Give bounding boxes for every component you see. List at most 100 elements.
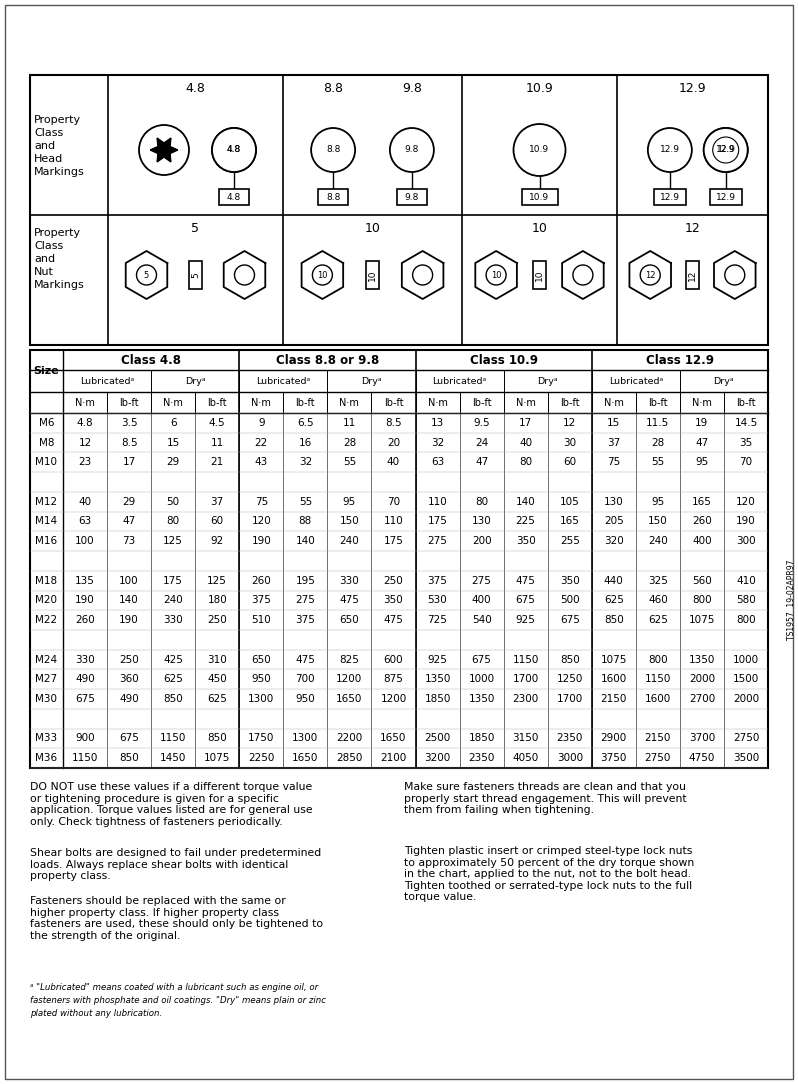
Text: 625: 625 (164, 674, 183, 684)
Text: 150: 150 (339, 516, 359, 527)
Text: 6.5: 6.5 (297, 417, 314, 428)
Text: M36: M36 (35, 753, 57, 763)
Text: 43: 43 (255, 457, 268, 467)
Text: 2750: 2750 (733, 734, 759, 744)
Text: 21: 21 (211, 457, 224, 467)
Text: 475: 475 (384, 615, 404, 625)
Text: 10.9: 10.9 (529, 193, 550, 202)
Text: 8.5: 8.5 (120, 438, 137, 448)
Text: 125: 125 (164, 537, 183, 546)
Text: DO NOT use these values if a different torque value
or tightening procedure is g: DO NOT use these values if a different t… (30, 782, 313, 827)
Text: N·m: N·m (339, 398, 359, 408)
Text: 95: 95 (651, 496, 665, 506)
Text: 47: 47 (695, 438, 709, 448)
Text: 190: 190 (736, 516, 756, 527)
Text: 1075: 1075 (601, 655, 627, 664)
Text: 800: 800 (692, 595, 712, 605)
Text: 4.8: 4.8 (77, 417, 93, 428)
Text: 9.8: 9.8 (405, 193, 419, 202)
Text: 4050: 4050 (512, 753, 539, 763)
Text: M22: M22 (35, 615, 57, 625)
Text: 2900: 2900 (601, 734, 627, 744)
Text: 850: 850 (604, 615, 624, 625)
Text: 675: 675 (472, 655, 492, 664)
Text: 400: 400 (692, 537, 712, 546)
Text: M10: M10 (35, 457, 57, 467)
Bar (219, 189, 249, 205)
Text: 1075: 1075 (204, 753, 231, 763)
Text: 88: 88 (298, 516, 312, 527)
Text: and: and (34, 141, 55, 151)
Text: 70: 70 (740, 457, 753, 467)
Text: 73: 73 (122, 537, 136, 546)
Text: 8.8: 8.8 (326, 145, 340, 155)
Text: 12.9: 12.9 (660, 193, 680, 202)
Text: 1300: 1300 (248, 694, 275, 704)
Text: 2350: 2350 (468, 753, 495, 763)
Text: 165: 165 (559, 516, 579, 527)
Text: 16: 16 (298, 438, 312, 448)
Bar (522, 189, 558, 205)
Text: 32: 32 (431, 438, 444, 448)
Text: 2000: 2000 (689, 674, 715, 684)
Text: 330: 330 (339, 576, 359, 585)
Text: 140: 140 (516, 496, 535, 506)
Text: 3.5: 3.5 (120, 417, 137, 428)
Text: 275: 275 (428, 537, 448, 546)
Text: 37: 37 (607, 438, 620, 448)
Text: 1200: 1200 (381, 694, 407, 704)
Text: Tighten plastic insert or crimped steel-type lock nuts
to approximately 50 perce: Tighten plastic insert or crimped steel-… (404, 846, 694, 902)
Text: 3000: 3000 (557, 753, 583, 763)
Text: 105: 105 (560, 496, 579, 506)
Text: 225: 225 (516, 516, 535, 527)
Text: 450: 450 (207, 674, 227, 684)
Text: 130: 130 (472, 516, 492, 527)
Text: 850: 850 (119, 753, 139, 763)
Text: 95: 95 (343, 496, 356, 506)
Text: 625: 625 (207, 694, 227, 704)
Text: 925: 925 (516, 615, 535, 625)
Text: 55: 55 (651, 457, 665, 467)
Text: 700: 700 (295, 674, 315, 684)
Text: 5: 5 (192, 222, 200, 235)
Text: 1000: 1000 (733, 655, 759, 664)
Text: 1150: 1150 (512, 655, 539, 664)
Text: 12.9: 12.9 (678, 82, 706, 95)
Text: 12.9: 12.9 (716, 145, 736, 155)
Text: 625: 625 (604, 595, 624, 605)
Bar (709, 189, 741, 205)
Text: lb-ft: lb-ft (472, 398, 492, 408)
Text: 375: 375 (251, 595, 271, 605)
Text: 60: 60 (211, 516, 223, 527)
Text: 95: 95 (695, 457, 709, 467)
Polygon shape (562, 251, 603, 299)
Text: 1700: 1700 (556, 694, 583, 704)
Text: 1450: 1450 (160, 753, 187, 763)
Text: 4.8: 4.8 (227, 145, 241, 155)
Text: 4.8: 4.8 (227, 193, 241, 202)
Text: 1250: 1250 (556, 674, 583, 684)
Text: 900: 900 (75, 734, 95, 744)
Text: 675: 675 (75, 694, 95, 704)
Text: lb-ft: lb-ft (737, 398, 756, 408)
Text: 140: 140 (295, 537, 315, 546)
Text: 9.8: 9.8 (402, 82, 422, 95)
Text: 1200: 1200 (336, 674, 362, 684)
Text: 800: 800 (648, 655, 668, 664)
Text: 13: 13 (431, 417, 444, 428)
Text: 1150: 1150 (72, 753, 98, 763)
Circle shape (486, 264, 506, 285)
Text: 2150: 2150 (645, 734, 671, 744)
Bar (654, 189, 685, 205)
Text: 540: 540 (472, 615, 492, 625)
Text: 1650: 1650 (381, 734, 407, 744)
Text: 350: 350 (516, 537, 535, 546)
Text: 240: 240 (339, 537, 359, 546)
Text: N·m: N·m (164, 398, 183, 408)
Text: 9.8: 9.8 (405, 145, 419, 155)
Text: N·m: N·m (516, 398, 535, 408)
Text: 75: 75 (255, 496, 268, 506)
Text: Dryᵃ: Dryᵃ (185, 376, 206, 386)
Text: TS1957  19-02APR97: TS1957 19-02APR97 (788, 559, 796, 641)
Polygon shape (630, 251, 671, 299)
